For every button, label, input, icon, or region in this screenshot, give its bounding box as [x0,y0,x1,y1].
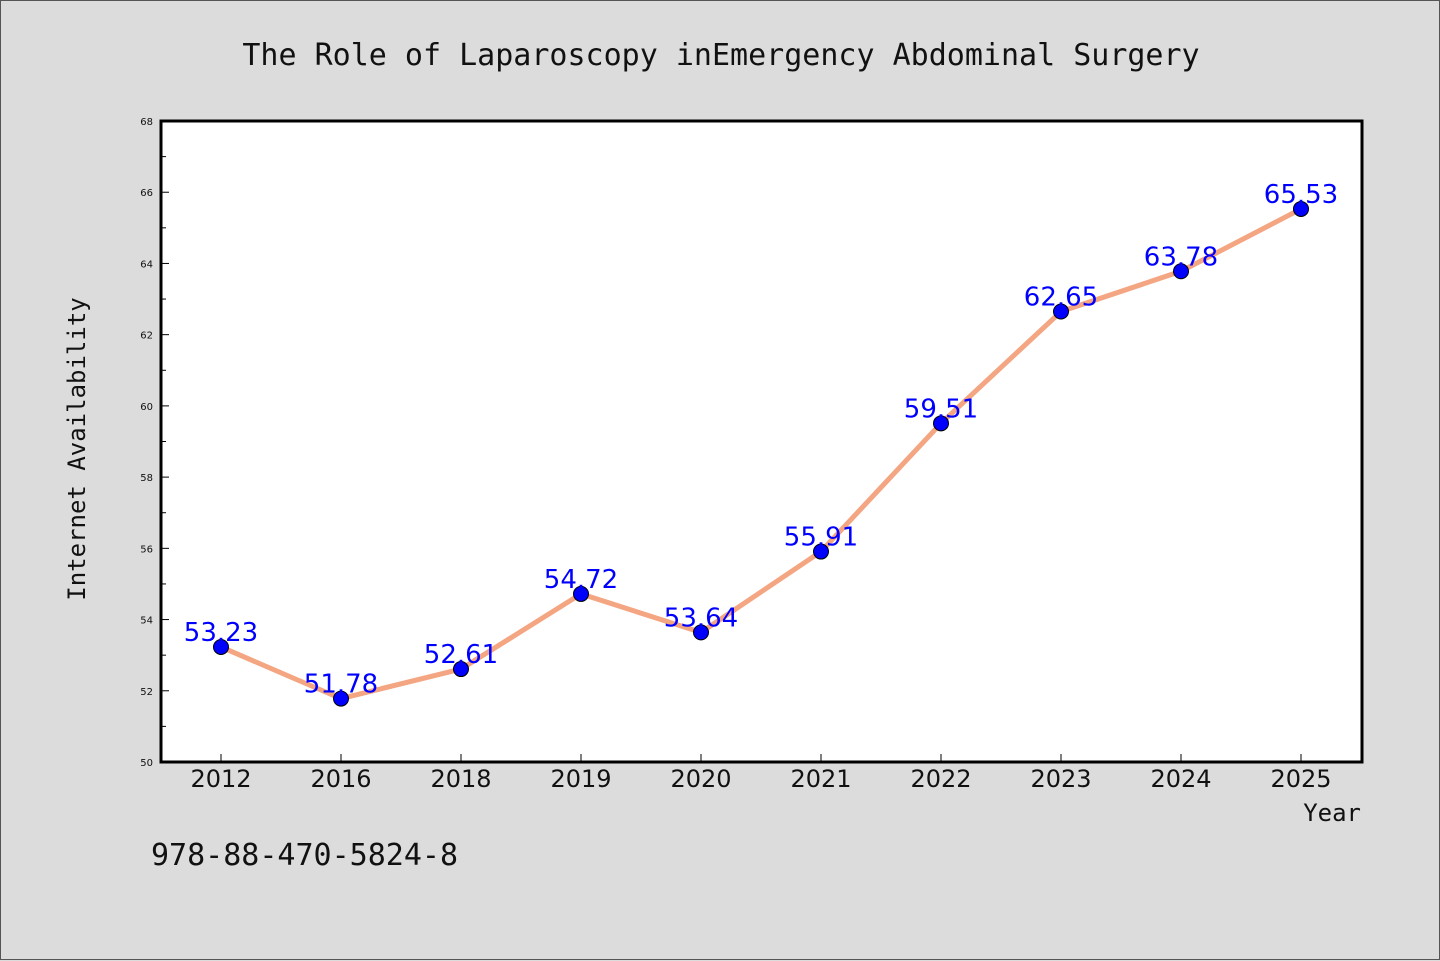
data-label: 62.65 [1024,283,1098,313]
data-label: 55.91 [784,523,858,553]
x-tick-label: 2022 [910,765,971,793]
data-label: 65.53 [1264,180,1338,210]
x-tick-label: 2024 [1150,765,1211,793]
y-tick-label: 56 [140,544,153,555]
x-axis-label: Year [1303,799,1361,827]
y-axis-label: Internet Availability [63,297,91,600]
data-labels-group: 53.23 51.78 52.61 54.72 53.64 55.91 59.51 62.65… [184,180,1338,700]
data-label: 63.78 [1144,242,1218,272]
x-tick-label: 2025 [1270,765,1331,793]
data-point[interactable] [693,624,709,641]
chart-title: The Role of Laparoscopy inEmergency Abdo… [242,38,1199,73]
series-group [213,200,1309,707]
data-point[interactable] [933,415,949,432]
y-tick-label: 68 [140,117,153,128]
data-point[interactable] [813,543,829,560]
y-tick-label: 66 [140,188,153,199]
y-tick-label: 54 [140,616,153,627]
x-tick-label: 2021 [790,765,851,793]
y-tick-label: 58 [140,473,153,484]
data-label: 52.61 [424,640,498,670]
y-axis-ticks: 50 52 54 56 58 60 62 64 66 68 [140,117,169,769]
data-label: 54.72 [544,565,618,595]
plot-area [159,119,1364,764]
y-tick-label: 62 [140,331,153,342]
data-label: 51.78 [304,670,378,700]
y-tick-label: 52 [140,687,153,698]
x-tick-label: 2020 [670,765,731,793]
x-tick-label: 2016 [310,765,371,793]
data-label: 53.64 [664,603,738,633]
data-point[interactable] [1293,200,1309,217]
y-tick-label: 64 [140,259,153,270]
data-label: 59.51 [904,394,978,424]
x-tick-label: 2019 [550,765,611,793]
y-tick-label: 60 [140,402,153,413]
data-label: 53.23 [184,618,258,648]
x-tick-label: 2012 [190,765,251,793]
data-point[interactable] [213,638,229,655]
x-axis-ticks: 2012 2016 2018 2019 2020 2021 2022 2023 2024 2025 [190,754,1332,793]
x-tick-label: 2023 [1030,765,1091,793]
series-line [218,206,1304,702]
data-point[interactable] [453,661,469,678]
y-tick-label: 50 [140,758,153,769]
footnote-isbn: 978-88-470-5824-8 [151,838,458,873]
data-point[interactable] [573,585,589,602]
data-point[interactable] [1053,303,1069,320]
x-tick-label: 2018 [430,765,491,793]
data-point[interactable] [333,690,349,707]
data-point[interactable] [1173,263,1189,280]
